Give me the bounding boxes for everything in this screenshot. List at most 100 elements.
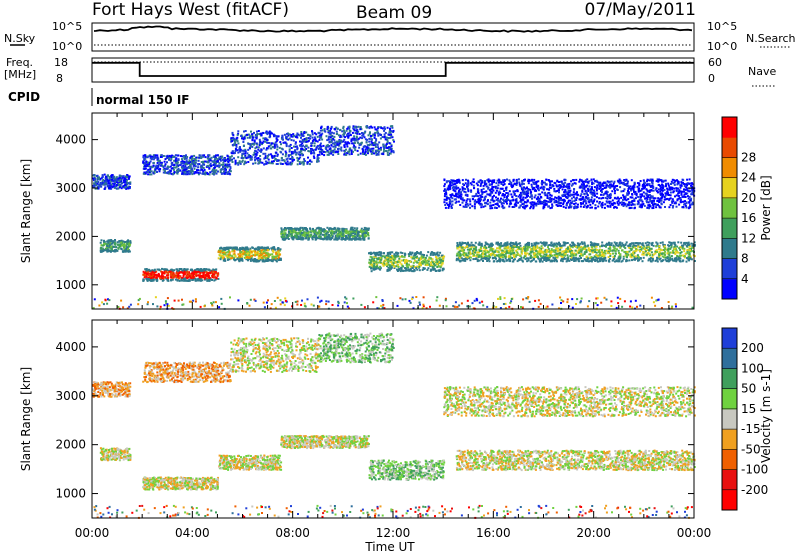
range-cell: [298, 231, 301, 234]
range-cell: [352, 232, 355, 235]
range-cell: [683, 250, 686, 253]
range-cell: [671, 257, 674, 260]
range-cell: [254, 136, 257, 139]
range-cell: [605, 249, 608, 252]
range-cell: [433, 263, 436, 266]
range-cell: [163, 276, 166, 279]
range-cell: [283, 228, 286, 231]
range-cell: [481, 253, 484, 256]
range-cell: [455, 254, 458, 257]
range-cell: [436, 251, 439, 254]
range-cell: [684, 252, 687, 255]
range-cell: [399, 270, 402, 273]
range-cell: [466, 245, 469, 248]
range-cell: [270, 154, 273, 157]
range-cell: [325, 238, 328, 241]
range-cell: [274, 134, 276, 137]
range-cell: [254, 162, 257, 165]
range-cell: [618, 258, 621, 261]
range-cell: [523, 249, 526, 252]
range-cell: [115, 246, 118, 249]
range-cell: [289, 161, 292, 164]
range-cell: [654, 252, 657, 255]
range-cell: [632, 242, 635, 245]
range-cell: [463, 258, 466, 260]
range-cell: [471, 244, 474, 247]
range-cell: [605, 245, 607, 248]
range-cell: [176, 163, 179, 166]
range-cell: [343, 238, 346, 241]
range-cell: [263, 249, 266, 252]
range-cell: [563, 250, 566, 253]
range-cell: [511, 247, 513, 250]
range-cell: [354, 233, 357, 236]
range-cell: [494, 256, 497, 259]
range-cell: [175, 169, 178, 172]
range-cell: [362, 232, 365, 235]
range-cell: [172, 272, 175, 275]
range-cell: [249, 259, 252, 262]
range-cell: [383, 262, 385, 265]
range-cell: [221, 247, 224, 250]
range-cell: [156, 154, 159, 157]
range-cell: [664, 246, 666, 249]
range-cell: [601, 241, 604, 244]
range-cell: [142, 273, 145, 276]
range-cell: [295, 237, 298, 240]
range-cell: [294, 145, 297, 148]
range-cell: [337, 228, 340, 231]
range-cell: [479, 246, 482, 249]
range-cell: [411, 270, 414, 273]
range-cell: [415, 260, 418, 263]
range-cell: [372, 251, 375, 254]
range-cell: [330, 229, 333, 232]
range-cell: [409, 260, 412, 263]
freq-tick-top: 18: [54, 56, 68, 69]
range-cell: [112, 176, 115, 179]
range-cell: [352, 229, 355, 231]
range-cell: [342, 235, 345, 237]
range-cell: [479, 254, 482, 257]
range-cell: [248, 256, 251, 259]
range-cell: [572, 252, 574, 255]
range-cell: [467, 251, 470, 254]
range-cell: [105, 246, 108, 249]
range-cell: [411, 265, 414, 268]
range-cell: [426, 262, 429, 264]
range-cell: [214, 160, 217, 163]
range-cell: [299, 150, 302, 153]
range-cell: [159, 156, 162, 158]
range-cell: [599, 251, 601, 254]
range-cell: [218, 165, 221, 167]
range-cell: [338, 235, 341, 238]
range-cell: [313, 232, 316, 235]
range-cell: [172, 172, 175, 175]
range-cell: [193, 172, 196, 175]
range-cell: [284, 141, 287, 144]
range-cell: [160, 270, 163, 273]
range-cell: [104, 182, 107, 185]
range-cell: [570, 250, 573, 252]
range-cell: [612, 246, 615, 249]
range-cell: [412, 261, 415, 264]
range-cell: [526, 243, 528, 246]
range-cell: [180, 278, 183, 281]
range-cell: [343, 228, 346, 231]
range-cell: [288, 228, 291, 230]
range-cell: [192, 170, 194, 173]
nave-tick-bottom: 0: [708, 72, 715, 85]
range-cell: [387, 257, 390, 260]
range-cell: [475, 257, 478, 260]
range-cell: [318, 229, 321, 232]
range-cell: [501, 256, 504, 259]
range-cell: [594, 258, 597, 261]
range-cell: [510, 241, 512, 244]
range-cell: [600, 251, 603, 254]
range-cell: [238, 146, 241, 149]
range-cell: [202, 170, 205, 173]
range-cell: [420, 257, 422, 259]
range-cell: [188, 159, 191, 162]
range-cell: [185, 172, 188, 174]
range-cell: [113, 175, 116, 178]
range-cell: [285, 143, 288, 146]
